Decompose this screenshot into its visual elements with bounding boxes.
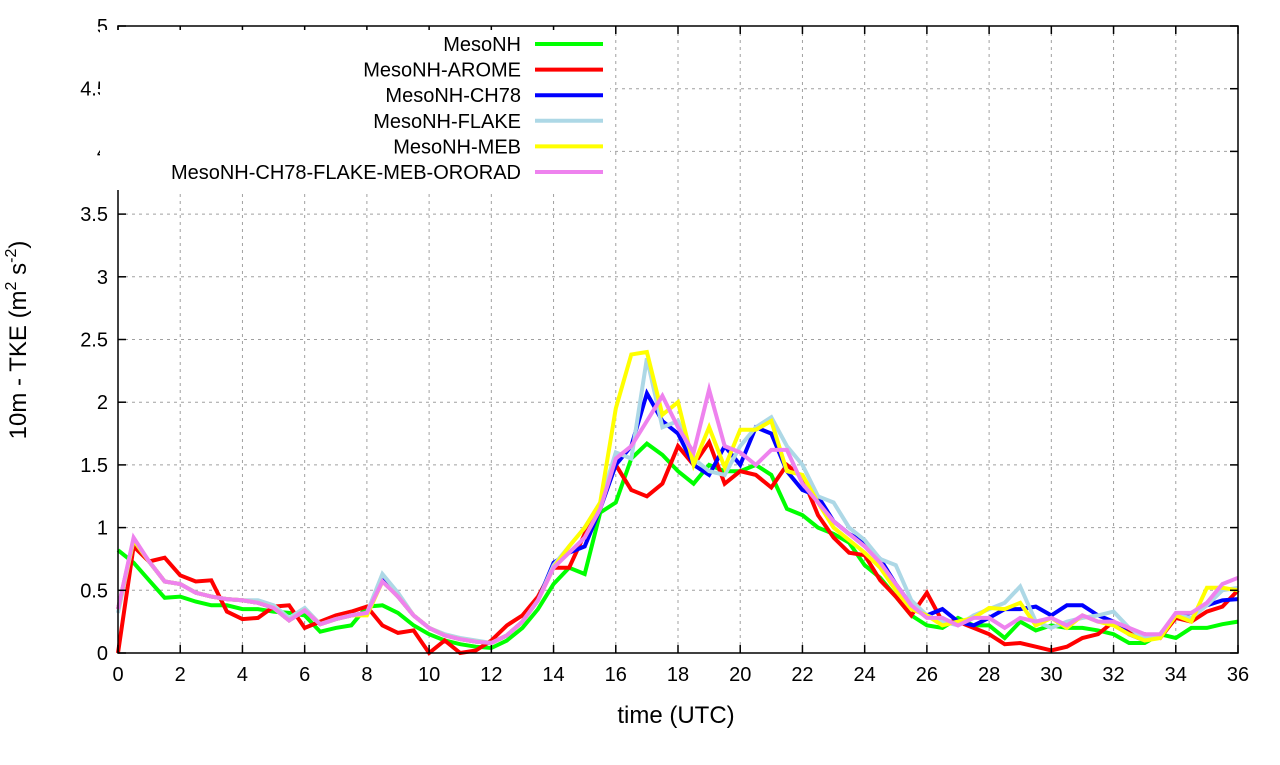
legend: MesoNH MesoNH-AROME MesoNH-CH78 MesoNH-FLAK…: [100, 30, 610, 190]
x-tick-label: 2: [175, 664, 186, 686]
y-tick-label: 0.5: [80, 580, 108, 602]
x-tick-label: 12: [480, 664, 502, 686]
x-tick-label: 0: [112, 664, 123, 686]
x-tick-label: 22: [791, 664, 813, 686]
x-tick-label: 36: [1227, 664, 1249, 686]
legend-label: MesoNH-CH78: [385, 85, 521, 107]
series-line-mesonh-flake: [116, 357, 1239, 646]
series-line-mesonh-ch78-flake-meb-ororad: [116, 381, 1239, 646]
y-tick-label: 5: [97, 16, 108, 38]
legend-background: [100, 30, 610, 190]
y-tick-label: 3.5: [80, 204, 108, 226]
y-tick-label: 3: [97, 267, 108, 289]
legend-label: MesoNH-FLAKE: [373, 111, 521, 133]
x-tick-label: 20: [729, 664, 751, 686]
legend-label: MesoNH-CH78-FLAKE-MEB-ORORAD: [171, 162, 521, 184]
x-tick-label: 28: [978, 664, 1000, 686]
y-tick-label: 1.5: [80, 455, 108, 477]
x-tick-label: 24: [854, 664, 876, 686]
x-tick-label: 30: [1040, 664, 1062, 686]
legend-label: MesoNH-MEB: [393, 136, 521, 158]
x-tick-label: 16: [605, 664, 627, 686]
legend-label: MesoNH-AROME: [363, 60, 521, 82]
y-tick-label: 1: [97, 518, 108, 540]
x-tick-label: 4: [237, 664, 248, 686]
x-axis-label: time (UTC): [617, 702, 734, 729]
axis-ticks: 0 2 4 6 8 10 12 14 16 18 20 22 24 26 28 30 32 34 3600.511.…: [80, 16, 1249, 686]
x-tick-label: 26: [916, 664, 938, 686]
x-tick-label: 10: [418, 664, 440, 686]
series-line-mesonh: [116, 440, 1239, 651]
series-lines: [116, 349, 1240, 656]
x-tick-label: 32: [1102, 664, 1124, 686]
y-tick-label: 2: [97, 392, 108, 414]
y-tick-label: 2.5: [80, 330, 108, 352]
x-tick-label: 34: [1165, 664, 1187, 686]
x-tick-label: 6: [299, 664, 310, 686]
x-tick-label: 14: [542, 664, 564, 686]
x-tick-label: 8: [361, 664, 372, 686]
y-tick-label: 0: [97, 643, 108, 665]
legend-label: MesoNH: [443, 34, 521, 56]
y-axis-label: 10m - TKE (m2 s-2): [3, 241, 32, 440]
x-tick-label: 18: [667, 664, 689, 686]
